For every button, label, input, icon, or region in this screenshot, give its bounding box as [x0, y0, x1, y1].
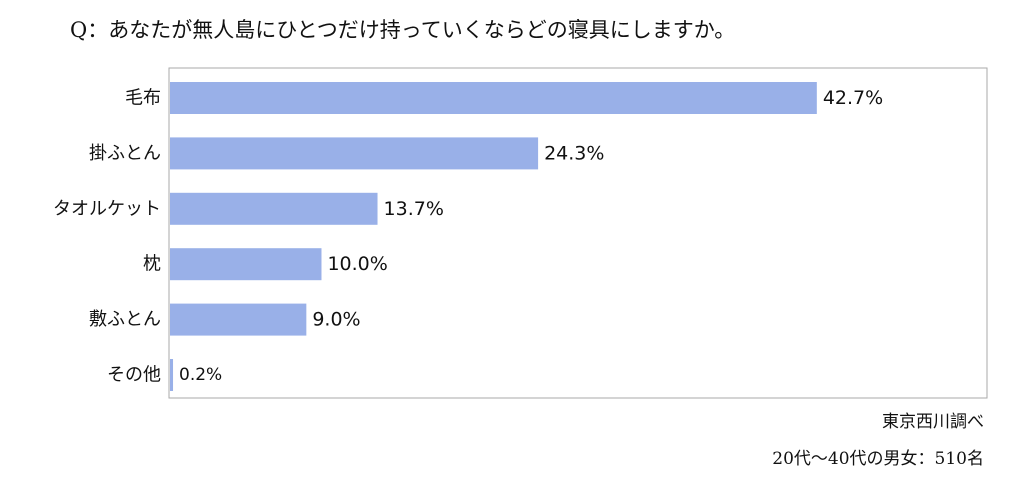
- category-label: タオルケット: [53, 198, 161, 219]
- category-label: 掛ふとん: [89, 143, 161, 164]
- bar: [170, 82, 817, 114]
- value-label: 0.2%: [179, 365, 222, 385]
- category-label: 枕: [143, 254, 161, 275]
- bar: [170, 303, 307, 336]
- chart-title: Q：あなたが無人島にひとつだけ持っていくならどの寝具にしますか。: [70, 18, 736, 42]
- plot-frame: [168, 67, 988, 399]
- source-note: 東京西川調べ: [882, 412, 984, 432]
- value-label: 9.0%: [312, 309, 360, 331]
- bar: [170, 192, 378, 225]
- bar: [170, 359, 174, 391]
- bar: [170, 137, 539, 170]
- sample-note: 20代〜40代の男女：510名: [772, 449, 984, 469]
- bar: [170, 248, 322, 281]
- value-label: 10.0%: [327, 253, 387, 275]
- value-label: 24.3%: [544, 142, 604, 164]
- category-label: 毛布: [125, 88, 161, 109]
- category-label: その他: [107, 365, 161, 386]
- value-label: 13.7%: [384, 198, 444, 220]
- category-label: 敷ふとん: [89, 309, 161, 330]
- value-label: 42.7%: [823, 87, 883, 109]
